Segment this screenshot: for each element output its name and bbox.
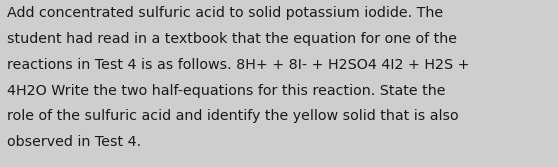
Text: reactions in Test 4 is as follows. 8H+ + 8I- + H2SO4 4I2 + H2S +: reactions in Test 4 is as follows. 8H+ +… (7, 58, 470, 72)
Text: observed in Test 4.: observed in Test 4. (7, 135, 141, 149)
Text: role of the sulfuric acid and identify the yellow solid that is also: role of the sulfuric acid and identify t… (7, 109, 459, 123)
Text: Add concentrated sulfuric acid to solid potassium iodide. The: Add concentrated sulfuric acid to solid … (7, 6, 444, 20)
Text: 4H2O Write the two half-equations for this reaction. State the: 4H2O Write the two half-equations for th… (7, 84, 446, 98)
Text: student had read in a textbook that the equation for one of the: student had read in a textbook that the … (7, 32, 457, 46)
